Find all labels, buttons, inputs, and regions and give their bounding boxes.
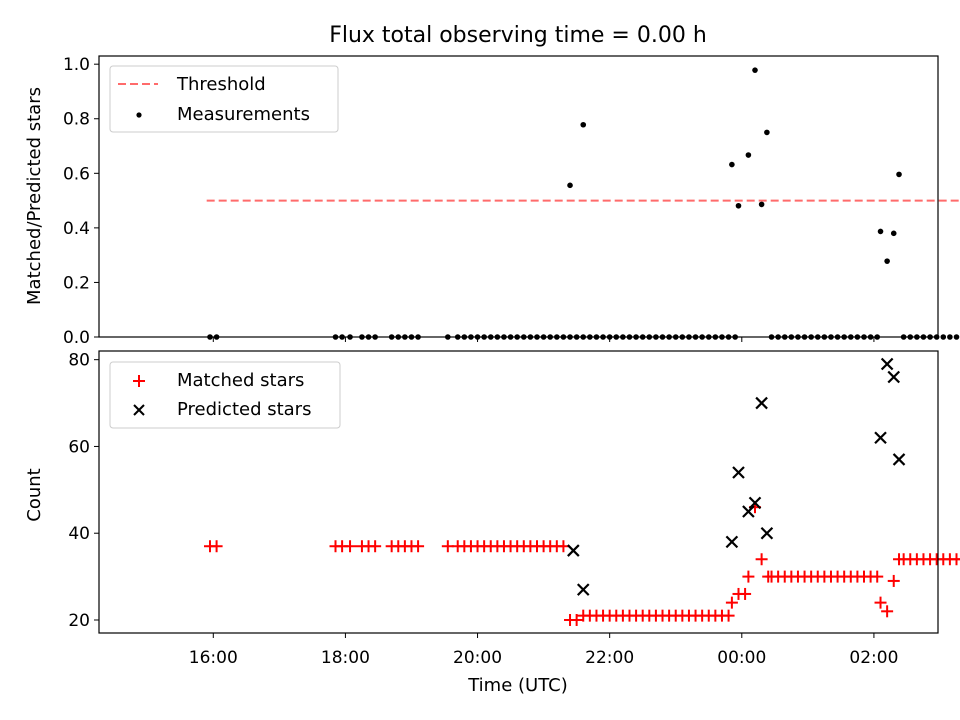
matched-star-point — [369, 540, 382, 553]
top-y-axis-label: Matched/Predicted stars — [24, 87, 45, 305]
measurement-point — [729, 161, 735, 168]
matched-star-point — [739, 587, 752, 600]
legend-measurements-swatch — [136, 112, 142, 118]
bottom-x-tick-label: 20:00 — [453, 648, 502, 668]
predicted-star-point — [892, 453, 906, 466]
predicted-star-point — [725, 535, 739, 549]
matched-star-point — [881, 605, 894, 618]
matched-star-point — [344, 540, 357, 553]
measurement-point — [877, 228, 884, 235]
matched-star-point — [887, 574, 900, 587]
top-y-tick-label: 1.0 — [63, 55, 90, 75]
legend-matched-swatch — [133, 375, 145, 387]
measurement-point — [884, 258, 890, 264]
top-axes-frame — [98, 55, 939, 338]
measurement-point — [580, 121, 587, 128]
matched-star-point — [557, 540, 570, 553]
predicted-star-point — [880, 357, 894, 371]
top-y-tick-label: 0.0 — [63, 328, 90, 348]
legend-threshold-label: Threshold — [176, 74, 266, 95]
predicted-star-point — [760, 526, 774, 540]
measurement-point — [940, 334, 947, 340]
legend-predicted-swatch — [133, 404, 145, 416]
top-y-tick-label: 0.2 — [63, 273, 90, 293]
matched-star-point — [874, 596, 887, 609]
measurement-point — [947, 334, 953, 340]
predicted-star-point — [887, 370, 901, 384]
bottom-x-tick-label: 22:00 — [585, 648, 634, 668]
bottom-y-tick-label: 40 — [68, 524, 90, 544]
bottom-x-tick-label: 00:00 — [717, 648, 766, 668]
matched-star-point — [412, 540, 425, 553]
top-axes: 0.0 0.2 0.4 0.6 0.8 1.0 Matched/Predicted sta… — [24, 55, 960, 348]
predicted-star-point — [748, 496, 762, 510]
top-y-tick-label: 0.6 — [63, 164, 90, 184]
matched-star-point — [725, 596, 738, 609]
measurement-point — [735, 202, 742, 209]
matched-star-point — [722, 609, 735, 622]
measurement-point — [764, 129, 770, 136]
legend-measurements-label: Measurements — [177, 104, 310, 125]
matched-star-point — [570, 613, 583, 626]
top-chart-title: Flux total observing time = 0.00 h — [329, 23, 707, 48]
measurement-point — [758, 201, 765, 208]
matched-star-point — [957, 558, 960, 561]
legend-matched-label: Matched stars — [177, 370, 304, 391]
bottom-x-tick-label: 18:00 — [321, 648, 370, 668]
measurement-point — [567, 182, 573, 189]
x-axis-label: Time (UTC) — [467, 675, 568, 696]
measurement-point — [896, 171, 902, 178]
top-legend: Threshold Measurements — [109, 65, 339, 133]
matched-star-point — [755, 553, 768, 566]
matched-star-point — [871, 570, 884, 583]
predicted-star-point — [567, 544, 580, 557]
bottom-x-tick-label: 02:00 — [849, 648, 898, 668]
measurement-point — [745, 152, 752, 158]
predicted-star-point — [755, 396, 768, 410]
predicted-star-point — [732, 466, 745, 479]
bottom-axes-frame — [98, 350, 939, 634]
bottom-x-tick-label: 16:00 — [189, 648, 238, 668]
matched-star-point — [950, 553, 960, 566]
matched-star-point — [742, 570, 755, 583]
matched-star-point — [210, 540, 223, 553]
predicted-star-point — [576, 583, 590, 596]
measurement-point — [890, 230, 897, 237]
top-y-tick-label: 0.4 — [63, 219, 90, 239]
measurement-point — [953, 334, 960, 340]
bottom-y-tick-label: 20 — [68, 611, 90, 631]
predicted-star-point — [874, 431, 887, 445]
measurement-point — [752, 67, 758, 73]
top-y-tick-label: 0.8 — [63, 110, 90, 130]
predicted-star-point — [742, 505, 755, 518]
bottom-y-axis-label: Count — [24, 468, 45, 521]
bottom-y-tick-label: 60 — [68, 437, 90, 457]
bottom-legend: Matched stars Predicted stars — [109, 361, 341, 429]
bottom-y-tick-label: 80 — [68, 351, 90, 371]
legend-predicted-label: Predicted stars — [177, 399, 311, 420]
